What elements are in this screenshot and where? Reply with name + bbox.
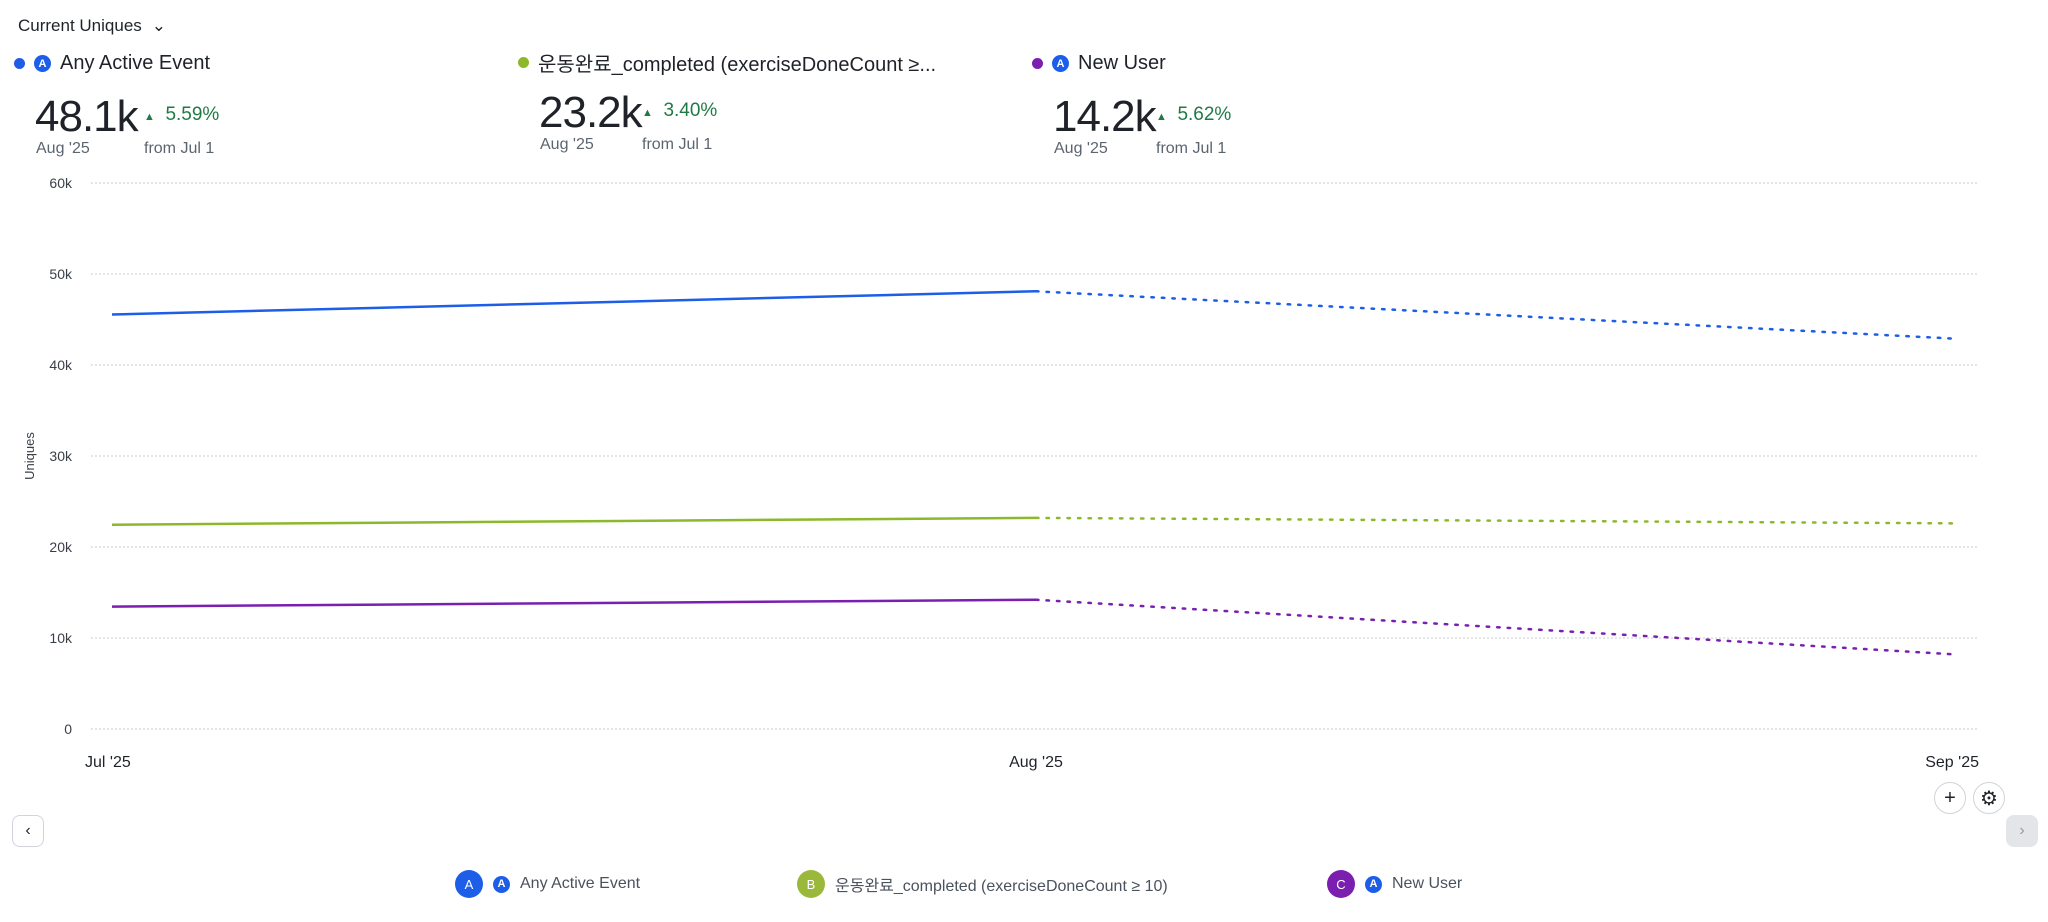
plus-icon: + <box>1944 786 1956 809</box>
chevron-right-icon: › <box>2019 822 2025 839</box>
card-period: Aug '25 <box>1054 140 1108 157</box>
metric-card: A New User 14.2k Aug '25 ▲ 5.62% from Jul… <box>1032 52 1231 157</box>
series-line-dotted <box>1034 516 1956 525</box>
card-from: from Jul 1 <box>144 140 215 157</box>
y-tick-label: 10k <box>49 630 73 646</box>
metric-selector[interactable]: Current Uniques ⌄ <box>18 16 166 36</box>
card-from: from Jul 1 <box>642 136 713 153</box>
card-change: ▲ 3.40% <box>642 100 717 122</box>
settings-button[interactable]: ⚙ <box>1973 782 2005 814</box>
card-change-value: 5.62% <box>1177 104 1232 125</box>
series-line-dotted <box>1034 598 1956 656</box>
metric-selector-label: Current Uniques <box>18 16 142 35</box>
y-tick-label: 20k <box>49 539 73 555</box>
series-line-dotted <box>1034 290 1956 340</box>
y-tick-label: 50k <box>49 266 73 282</box>
series-dot-icon <box>1032 58 1043 69</box>
gear-icon: ⚙ <box>1980 787 1998 810</box>
series-dot-icon <box>14 58 25 69</box>
card-value: 14.2k <box>1053 92 1157 141</box>
y-tick-label: 30k <box>49 448 73 464</box>
chevron-down-icon: ⌄ <box>151 16 167 35</box>
card-label: Any Active Event <box>60 52 211 74</box>
card-change-value: 5.59% <box>165 104 220 125</box>
y-tick-label: 40k <box>49 357 73 373</box>
scroll-left-button[interactable]: ‹ <box>12 815 44 847</box>
chevron-left-icon: ‹ <box>25 822 31 839</box>
series-line-solid <box>111 290 1037 316</box>
y-axis-label: Uniques <box>22 432 37 480</box>
legend-item[interactable]: B 운동완료_completed (exerciseDoneCount ≥ 10) <box>797 870 1168 898</box>
legend-label: Any Active Event <box>520 875 641 892</box>
x-tick-label: Jul '25 <box>85 754 131 771</box>
amplitude-icon: A <box>34 55 51 72</box>
card-change: ▲ 5.59% <box>144 104 219 126</box>
card-period: Aug '25 <box>36 140 90 157</box>
y-tick-label: 0 <box>64 721 72 737</box>
amplitude-icon: A <box>1365 875 1382 893</box>
legend-item[interactable]: A A Any Active Event <box>455 870 640 898</box>
amplitude-icon: A <box>493 875 510 893</box>
x-tick-label: Sep '25 <box>1925 754 1979 771</box>
legend-item[interactable]: C A New User <box>1327 870 1462 898</box>
card-period: Aug '25 <box>540 136 594 153</box>
triangle-up-icon: ▲ <box>144 111 155 123</box>
legend-badge: B <box>797 870 825 898</box>
scroll-right-button[interactable]: › <box>2006 815 2038 847</box>
card-value: 48.1k <box>35 92 139 141</box>
metric-card: 운동완료_completed (exerciseDoneCount ≥... 2… <box>518 48 937 153</box>
legend-badge: C <box>1327 870 1355 898</box>
card-label: 운동완료_completed (exerciseDoneCount ≥... <box>538 54 937 76</box>
x-tick-label: Aug '25 <box>1009 754 1063 771</box>
amplitude-icon: A <box>1052 55 1069 72</box>
metric-card: A Any Active Event 48.1k Aug '25 ▲ 5.59% … <box>14 52 219 157</box>
card-from: from Jul 1 <box>1156 140 1227 157</box>
card-label: New User <box>1078 52 1166 74</box>
card-change: ▲ 5.62% <box>1156 104 1231 126</box>
legend-label: New User <box>1392 875 1463 892</box>
card-value: 23.2k <box>539 88 643 137</box>
line-chart: 0 10k 20k 30k 40k 50k 60k Uniques Jul '25 Aug '25… <box>22 175 1979 771</box>
series-line-solid <box>111 516 1037 526</box>
legend-label: 운동완료_completed (exerciseDoneCount ≥ 10) <box>835 878 1168 895</box>
series-dot-icon <box>518 57 529 68</box>
legend-badge: A <box>455 870 483 898</box>
triangle-up-icon: ▲ <box>1156 111 1167 123</box>
card-change-value: 3.40% <box>663 100 718 121</box>
series-line-solid <box>111 598 1037 608</box>
y-tick-label: 60k <box>49 175 73 191</box>
triangle-up-icon: ▲ <box>642 107 653 119</box>
add-button[interactable]: + <box>1934 782 1966 814</box>
